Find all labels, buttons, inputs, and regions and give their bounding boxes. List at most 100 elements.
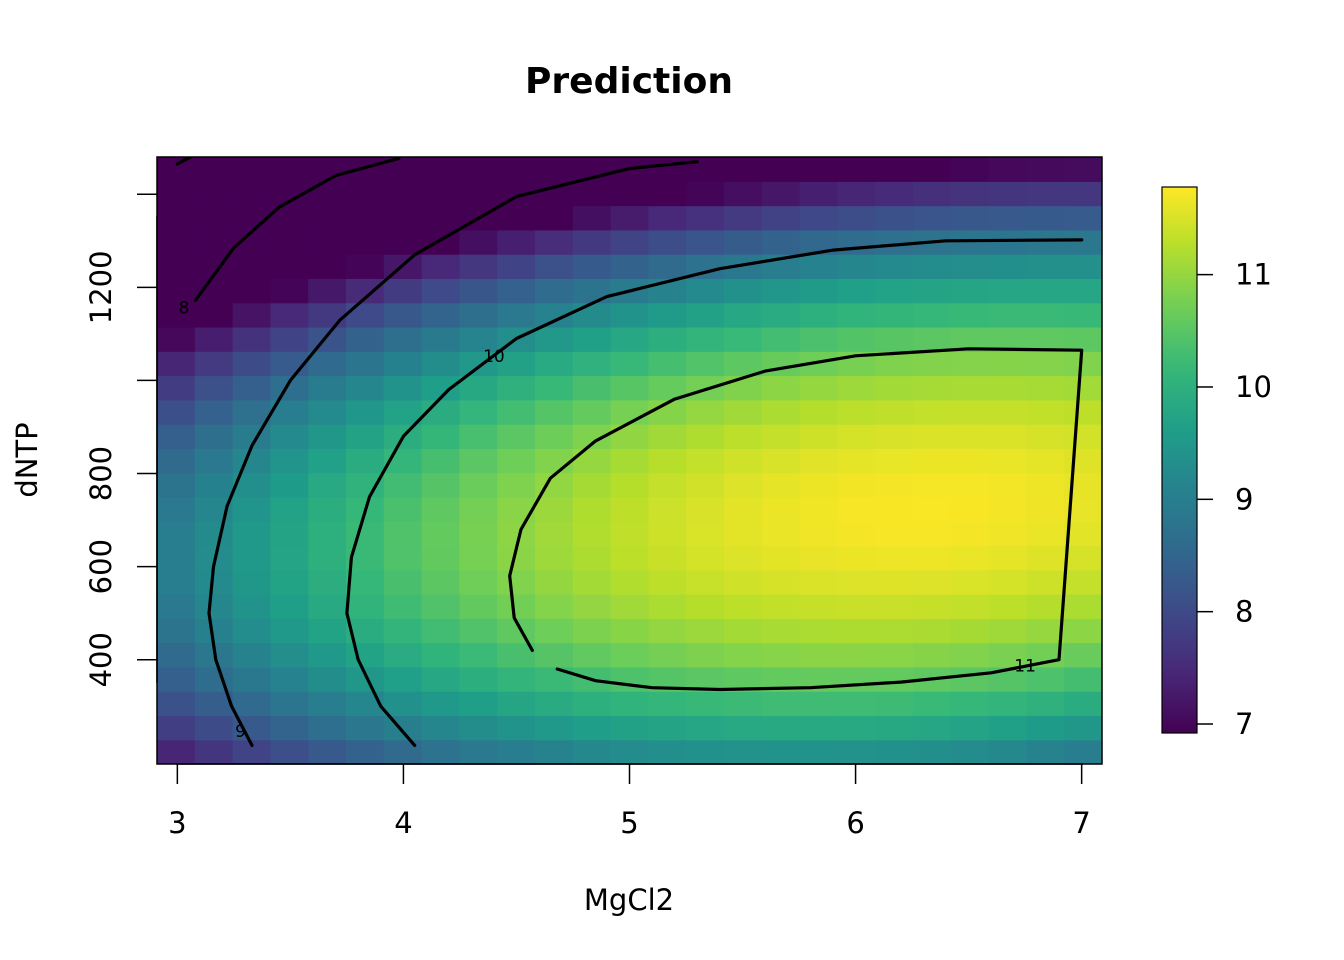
heatmap-cell xyxy=(875,521,914,547)
heatmap-cell xyxy=(648,448,687,474)
heatmap-cell xyxy=(497,399,536,425)
heatmap-cell xyxy=(648,545,687,571)
heatmap-cell xyxy=(535,205,574,231)
heatmap-cell xyxy=(194,205,234,231)
heatmap-cell xyxy=(459,351,498,377)
heatmap-cell xyxy=(610,715,649,741)
heatmap-cell xyxy=(308,399,347,425)
heatmap-cell xyxy=(308,472,347,498)
heatmap-cell xyxy=(421,496,460,522)
contour-label: 8 xyxy=(179,298,190,318)
heatmap-cell xyxy=(157,642,196,668)
heatmap-cell xyxy=(157,448,196,474)
x-tick-label: 7 xyxy=(1072,806,1090,840)
heatmap-cell xyxy=(308,666,347,692)
heatmap-cell xyxy=(383,496,423,522)
heatmap-cell xyxy=(157,739,196,764)
heatmap-cell xyxy=(724,181,763,207)
heatmap-cell xyxy=(1026,278,1065,304)
heatmap-cell xyxy=(270,278,309,304)
heatmap-cell xyxy=(232,278,271,304)
heatmap-cell xyxy=(913,424,952,449)
heatmap-cell xyxy=(761,739,801,764)
heatmap-cell xyxy=(459,229,498,255)
heatmap-cell xyxy=(535,496,574,522)
heatmap-cell xyxy=(232,618,271,644)
heatmap-cell xyxy=(535,254,574,279)
heatmap-cell xyxy=(761,326,801,352)
x-tick-label: 5 xyxy=(620,806,638,840)
heatmap-cell xyxy=(875,181,914,207)
heatmap-cell xyxy=(270,691,309,717)
heatmap-cell xyxy=(950,496,990,522)
heatmap-cell xyxy=(761,424,801,449)
heatmap-cell xyxy=(232,666,271,692)
heatmap-cell xyxy=(157,618,196,644)
heatmap-cell xyxy=(1064,375,1102,401)
heatmap-cell xyxy=(232,375,271,401)
heatmap-cell xyxy=(875,666,914,692)
heatmap-cell xyxy=(988,594,1027,619)
heatmap-cell xyxy=(799,375,838,401)
heatmap-cell xyxy=(157,375,196,401)
heatmap-cell xyxy=(950,254,990,279)
heatmap-cell xyxy=(950,691,990,717)
heatmap-cell xyxy=(1064,254,1102,279)
heatmap-cell xyxy=(535,351,574,377)
heatmap-cell xyxy=(761,521,801,547)
heatmap-cell xyxy=(308,205,347,231)
heatmap-cell xyxy=(950,205,990,231)
heatmap-cell xyxy=(1026,351,1065,377)
heatmap-cell xyxy=(799,326,838,352)
contour-line-11 xyxy=(508,347,1084,692)
heatmap-cell xyxy=(535,424,574,449)
heatmap-cell xyxy=(497,691,536,717)
heatmap-cell xyxy=(799,496,838,522)
heatmap-cell xyxy=(157,496,196,522)
heatmap-cell xyxy=(1026,424,1065,449)
heatmap-cell xyxy=(913,594,952,619)
heatmap-cell xyxy=(761,448,801,474)
heatmap-cell xyxy=(194,739,234,764)
heatmap-cell xyxy=(950,181,990,207)
heatmap-cell xyxy=(497,594,536,619)
heatmap-cell xyxy=(686,521,725,547)
heatmap-cell xyxy=(308,326,347,352)
heatmap-cell xyxy=(346,375,385,401)
heatmap-cell xyxy=(724,205,763,231)
heatmap-cell xyxy=(572,618,612,644)
heatmap-cell xyxy=(383,278,423,304)
heatmap-cell xyxy=(950,302,990,328)
heatmap-cell xyxy=(1064,642,1102,668)
heatmap-cell xyxy=(724,326,763,352)
heatmap-cell xyxy=(459,157,498,182)
heatmap-cell xyxy=(799,715,838,741)
contour-lines xyxy=(175,157,1084,747)
heatmap-cell xyxy=(346,594,385,619)
heatmap-cell xyxy=(346,326,385,352)
heatmap-cell xyxy=(1064,715,1102,741)
heatmap-cell xyxy=(572,229,612,255)
heatmap-cell xyxy=(308,569,347,595)
heatmap-cell xyxy=(459,666,498,692)
heatmap-cell xyxy=(308,157,347,182)
heatmap-cell xyxy=(535,618,574,644)
heatmap-cell xyxy=(610,351,649,377)
heatmap-cell xyxy=(761,375,801,401)
heatmap-cell xyxy=(648,326,687,352)
heatmap-cell xyxy=(535,569,574,595)
heatmap-cell xyxy=(913,618,952,644)
heatmap-cell xyxy=(1026,521,1065,547)
heatmap-cell xyxy=(572,594,612,619)
y-tick-label: 400 xyxy=(84,632,118,687)
heatmap-cell xyxy=(157,569,196,595)
heatmap-cell xyxy=(837,205,876,231)
colorbar-tick-label: 11 xyxy=(1235,258,1272,292)
heatmap-cell xyxy=(157,157,196,182)
heatmap-cell xyxy=(799,424,838,449)
heatmap-cell xyxy=(988,496,1027,522)
heatmap-cell xyxy=(837,739,876,764)
heatmap-cell xyxy=(988,205,1027,231)
heatmap-cell xyxy=(837,157,876,182)
heatmap-cell xyxy=(837,666,876,692)
